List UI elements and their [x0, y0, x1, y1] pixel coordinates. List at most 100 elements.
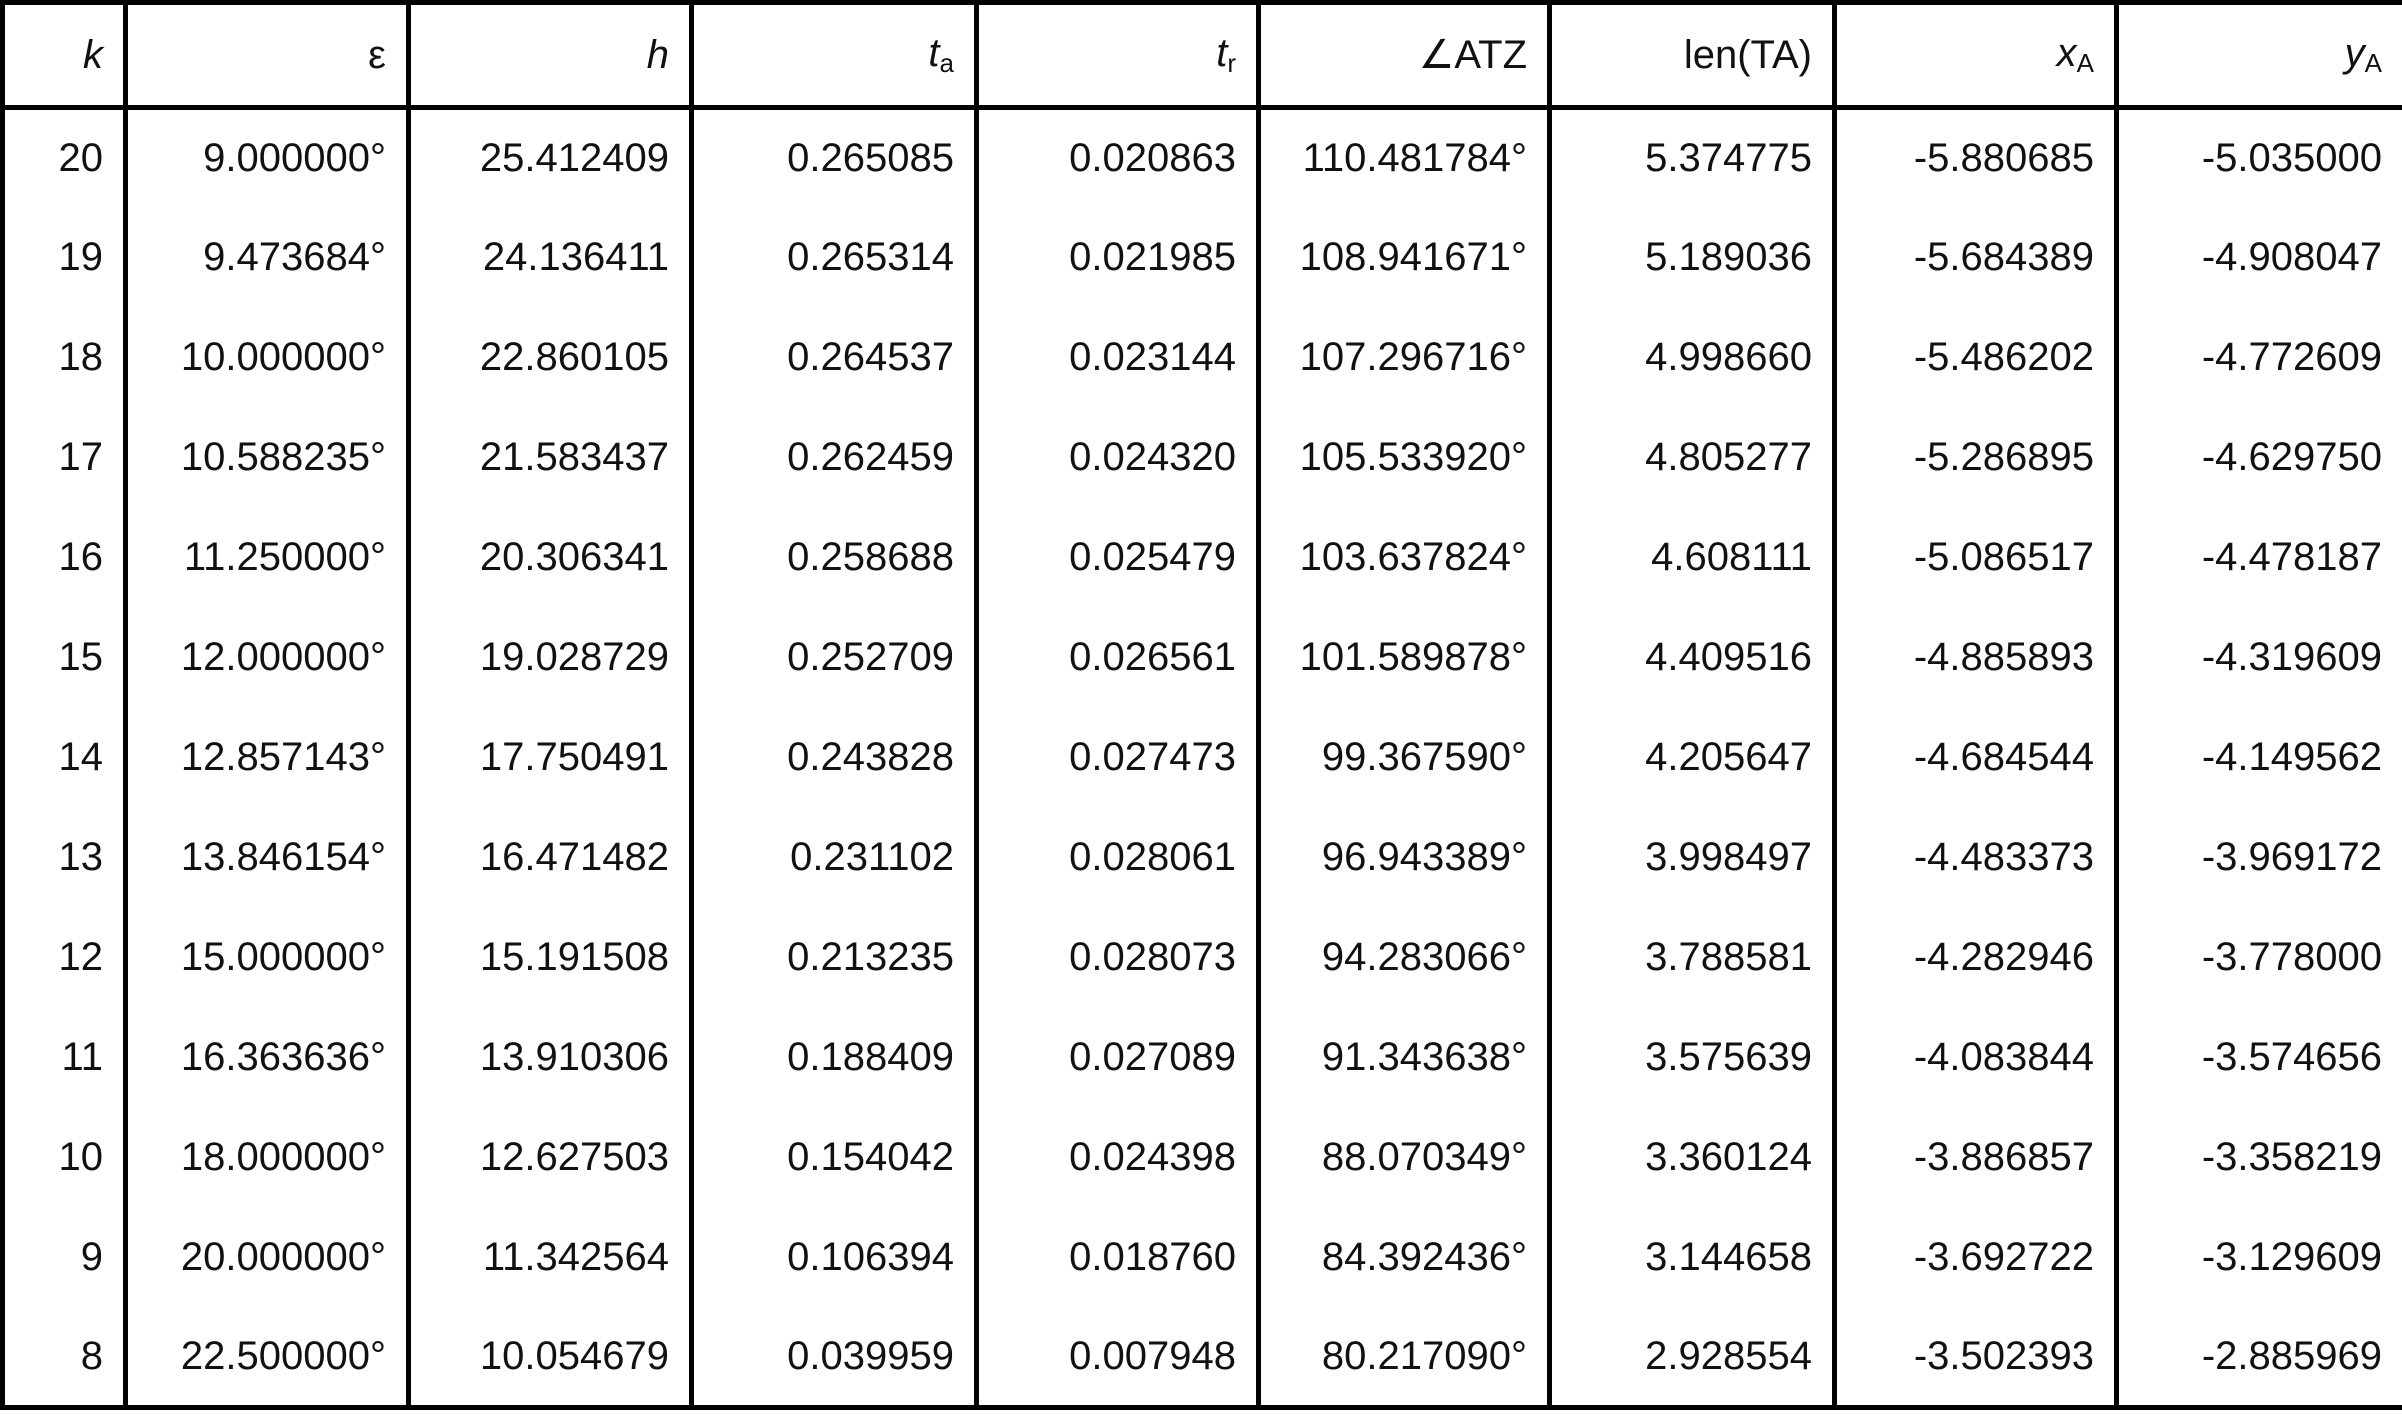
header-cell: len(TA): [1547, 0, 1837, 110]
table-cell: 24.136411: [406, 207, 694, 308]
table-cell: 19.028729: [406, 607, 694, 708]
table-cell: 8: [0, 1307, 128, 1410]
table-cell: 22.500000°: [123, 1307, 411, 1410]
header-text: t: [1216, 31, 1228, 75]
table-cell: -5.086517: [1832, 507, 2119, 608]
table-cell: 22.860105: [406, 307, 694, 408]
header-subscript: a: [939, 48, 954, 78]
table-cell: 96.943389°: [1256, 807, 1552, 908]
table-cell: -3.502393: [1832, 1307, 2119, 1410]
table-cell: 15: [0, 607, 128, 708]
table-cell: 12.000000°: [123, 607, 411, 708]
table-cell: 0.023144: [974, 307, 1261, 408]
table-cell: 94.283066°: [1256, 907, 1552, 1008]
header-cell: k: [0, 0, 128, 110]
table-cell: 13.846154°: [123, 807, 411, 908]
table-cell: 17: [0, 407, 128, 508]
table-cell: 25.412409: [406, 107, 694, 208]
table-cell: 0.018760: [974, 1207, 1261, 1308]
table-cell: 11: [0, 1007, 128, 1108]
table-cell: 108.941671°: [1256, 207, 1552, 308]
table-cell: 18.000000°: [123, 1107, 411, 1208]
table-cell: 0.024398: [974, 1107, 1261, 1208]
header-subscript: A: [2076, 48, 2094, 78]
table-cell: 91.343638°: [1256, 1007, 1552, 1108]
table-cell: 0.106394: [689, 1207, 979, 1308]
table-cell: 3.575639: [1547, 1007, 1837, 1108]
table-cell: 0.252709: [689, 607, 979, 708]
table-cell: 15.000000°: [123, 907, 411, 1008]
table-cell: 0.028061: [974, 807, 1261, 908]
header-text: x: [2056, 31, 2077, 75]
table-cell: 3.360124: [1547, 1107, 1837, 1208]
table-cell: -3.692722: [1832, 1207, 2119, 1308]
table-cell: 4.608111: [1547, 507, 1837, 608]
header-text: y: [2344, 31, 2365, 75]
table-cell: -5.035000: [2114, 107, 2402, 208]
table-cell: -5.286895: [1832, 407, 2119, 508]
table-row: 16 11.250000° 20.306341 0.258688 0.025479 103…: [0, 507, 2402, 608]
table-cell: 5.374775: [1547, 107, 1837, 208]
table-body: 20 9.000000° 25.412409 0.265085 0.020863 11 0.…: [0, 107, 2402, 1410]
table-cell: -4.908047: [2114, 207, 2402, 308]
table-cell: 2.928554: [1547, 1307, 1837, 1410]
table-cell: 0.265314: [689, 207, 979, 308]
table-cell: 16.363636°: [123, 1007, 411, 1108]
table-cell: -3.129609: [2114, 1207, 2402, 1308]
table-cell: 9.000000°: [123, 107, 411, 208]
header-cell: ∠ATZ: [1256, 0, 1552, 110]
table-cell: 4.805277: [1547, 407, 1837, 508]
table-cell: 13.910306: [406, 1007, 694, 1108]
table-cell: -4.885893: [1832, 607, 2119, 708]
header-cell: h: [406, 0, 694, 110]
table-cell: 0.213235: [689, 907, 979, 1008]
table-cell: 4.998660: [1547, 307, 1837, 408]
table-cell: -3.778000: [2114, 907, 2402, 1008]
table-cell: 0.020863: [974, 107, 1261, 208]
table-cell: 3.998497: [1547, 807, 1837, 908]
table-cell: 5.189036: [1547, 207, 1837, 308]
table-cell: 0.265085: [689, 107, 979, 208]
table-row: 18 10.000000° 22.860105 0.264537 0.023144 107…: [0, 307, 2402, 408]
table-cell: -5.684389: [1832, 207, 2119, 308]
table-cell: 0.027473: [974, 707, 1261, 808]
table-cell: 11.250000°: [123, 507, 411, 608]
table-cell: 80.217090°: [1256, 1307, 1552, 1410]
table-cell: 0.027089: [974, 1007, 1261, 1108]
table-cell: 10.054679: [406, 1307, 694, 1410]
table-row: 15 12.000000° 19.028729 0.252709 0.026561 101…: [0, 607, 2402, 708]
table-row: 14 12.857143° 17.750491 0.243828 0.027473 99.…: [0, 707, 2402, 808]
table-cell: 12.857143°: [123, 707, 411, 808]
table-cell: 0.007948: [974, 1307, 1261, 1410]
header-text: ε: [368, 32, 386, 77]
table-cell: 105.533920°: [1256, 407, 1552, 508]
table-cell: 84.392436°: [1256, 1207, 1552, 1308]
table-cell: 10.588235°: [123, 407, 411, 508]
table-cell: 0.231102: [689, 807, 979, 908]
table-cell: 9.473684°: [123, 207, 411, 308]
table-cell: 99.367590°: [1256, 707, 1552, 808]
table-cell: 0.262459: [689, 407, 979, 508]
table-row: 17 10.588235° 21.583437 0.262459 0.024320 105…: [0, 407, 2402, 508]
table-row: 12 15.000000° 15.191508 0.213235 0.028073 94.…: [0, 907, 2402, 1008]
table-cell: 20: [0, 107, 128, 208]
table-row: 19 9.473684° 24.136411 0.265314 0.021985 108.…: [0, 207, 2402, 308]
table-cell: -4.483373: [1832, 807, 2119, 908]
table-cell: 0.264537: [689, 307, 979, 408]
table-cell: 0.028073: [974, 907, 1261, 1008]
header-cell: xA: [1832, 0, 2119, 110]
table-cell: -4.319609: [2114, 607, 2402, 708]
table-cell: 13: [0, 807, 128, 908]
table-cell: 0.188409: [689, 1007, 979, 1108]
table-cell: 20.306341: [406, 507, 694, 608]
table-cell: 0.039959: [689, 1307, 979, 1410]
table-row: 8 22.500000° 10.054679 0.039959 0.007948 80.2…: [0, 1307, 2402, 1410]
table-cell: 0.025479: [974, 507, 1261, 608]
header-cell: ε: [123, 0, 411, 110]
header-text: len(TA): [1683, 32, 1812, 77]
table-cell: 0.024320: [974, 407, 1261, 508]
table-cell: -4.684544: [1832, 707, 2119, 808]
table-cell: 0.026561: [974, 607, 1261, 708]
table-cell: 4.205647: [1547, 707, 1837, 808]
